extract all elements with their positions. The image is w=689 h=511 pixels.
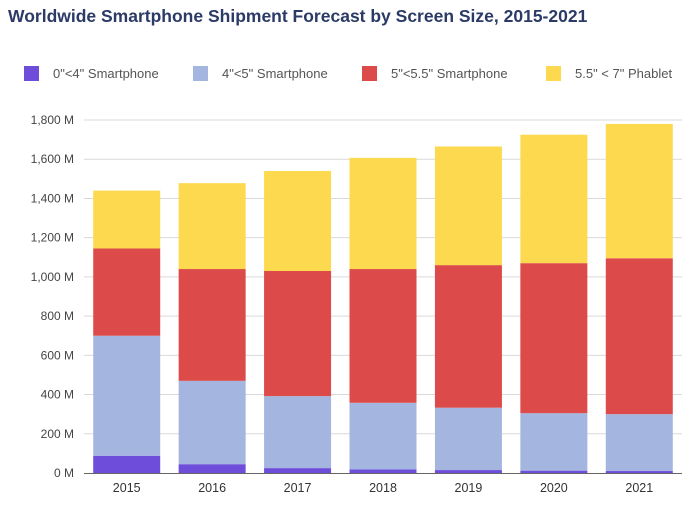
x-tick-label: 2019 [455, 481, 483, 495]
x-tick-label: 2020 [540, 481, 568, 495]
bar-segment [349, 157, 417, 270]
y-tick-label: 200 M [41, 427, 74, 441]
bar-segment [605, 258, 673, 415]
y-tick-label: 1,400 M [31, 191, 74, 205]
bar-segment [264, 170, 332, 272]
bar-segment [434, 146, 502, 266]
legend-item: 5"<5.5" Smartphone [362, 66, 508, 81]
chart-title: Worldwide Smartphone Shipment Forecast b… [8, 6, 588, 26]
bar-segment [178, 269, 246, 381]
legend-swatch [546, 66, 561, 81]
x-tick-label: 2021 [625, 481, 653, 495]
bar-segment [93, 248, 161, 336]
bar-segment [434, 470, 502, 473]
bar-segment [520, 134, 588, 264]
bar-segment [605, 471, 673, 473]
y-tick-label: 1,600 M [31, 152, 74, 166]
chart-legend: 0"<4" Smartphone 4"<5" Smartphone 5"<5.5" … [0, 66, 689, 88]
legend-label: 0"<4" Smartphone [53, 66, 159, 81]
y-tick-label: 800 M [41, 309, 74, 323]
y-tick-label: 0 M [54, 466, 74, 480]
bar-segment [264, 396, 332, 469]
y-tick-label: 1,800 M [31, 113, 74, 127]
bar-segment [349, 402, 417, 470]
legend-label: 5"<5.5" Smartphone [391, 66, 508, 81]
x-tick-label: 2016 [198, 481, 226, 495]
bar-segment [178, 380, 246, 465]
bar-segment [520, 470, 588, 473]
legend-swatch [24, 66, 39, 81]
legend-swatch [362, 66, 377, 81]
x-tick-label: 2015 [113, 481, 141, 495]
y-tick-label: 400 M [41, 388, 74, 402]
bar-segment [605, 123, 673, 259]
legend-item: 0"<4" Smartphone [24, 66, 159, 81]
bar-segment [520, 263, 588, 414]
legend-label: 4"<5" Smartphone [222, 66, 328, 81]
bar-segment [520, 413, 588, 471]
legend-swatch [193, 66, 208, 81]
x-tick-label: 2017 [284, 481, 312, 495]
bar-segment [93, 335, 161, 456]
legend-item: 5.5" < 7" Phablet [546, 66, 672, 81]
bar-segment [434, 407, 502, 471]
legend-item: 4"<5" Smartphone [193, 66, 328, 81]
bar-segment [349, 269, 417, 403]
bar-segment [93, 190, 161, 249]
bar-segment [605, 414, 673, 472]
bar-segment [178, 464, 246, 473]
bar-segment [264, 468, 332, 473]
legend-label: 5.5" < 7" Phablet [575, 66, 673, 81]
bar-segment [178, 183, 246, 270]
bar-segment [349, 469, 417, 473]
y-tick-label: 1,000 M [31, 270, 74, 284]
bar-segment [93, 455, 161, 473]
x-tick-label: 2018 [369, 481, 397, 495]
bar-segment [434, 265, 502, 408]
y-tick-label: 1,200 M [31, 231, 74, 245]
y-tick-label: 600 M [41, 348, 74, 362]
bar-segment [264, 271, 332, 397]
